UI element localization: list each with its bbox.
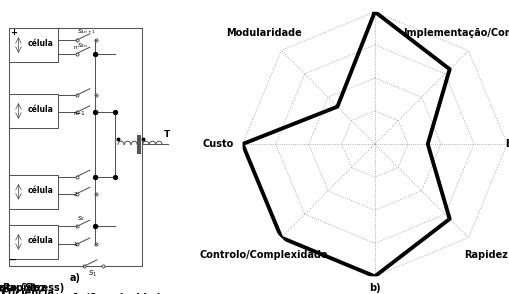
Text: Rapidez: Rapidez xyxy=(3,283,46,293)
Text: 1: 1 xyxy=(74,242,77,247)
Text: n: n xyxy=(74,45,77,50)
Text: Volume: Volume xyxy=(0,293,20,294)
Text: Controlo/Complexidade: Controlo/Complexidade xyxy=(0,283,4,293)
Text: $S_{4n}$: $S_{4n}$ xyxy=(77,41,88,50)
Text: célula: célula xyxy=(27,236,53,245)
Text: n−1: n−1 xyxy=(74,111,85,116)
Text: célula: célula xyxy=(27,186,53,195)
Bar xyxy=(9,28,58,62)
Text: T: T xyxy=(164,130,170,139)
Text: célula: célula xyxy=(27,39,53,48)
Text: $S_{2}$: $S_{2}$ xyxy=(77,214,86,223)
Text: célula: célula xyxy=(27,105,53,114)
Text: Custo: Custo xyxy=(0,288,5,294)
Text: 2: 2 xyxy=(74,192,77,197)
Text: Eficiência: Eficiência xyxy=(2,288,54,294)
Text: Modularidade: Modularidade xyxy=(0,293,6,294)
Text: +: + xyxy=(11,29,17,37)
Text: −: − xyxy=(9,255,17,265)
Bar xyxy=(9,94,58,128)
Text: b): b) xyxy=(369,283,380,293)
Text: Implementação/Complexidade: Implementação/Complexidade xyxy=(1,293,166,294)
Bar xyxy=(9,225,58,259)
Text: $S_1$: $S_1$ xyxy=(88,269,97,279)
Text: a): a) xyxy=(70,273,81,283)
Text: Chaveamento (Stress): Chaveamento (Stress) xyxy=(0,283,64,293)
Text: $S_{4n+1}$: $S_{4n+1}$ xyxy=(77,27,96,36)
Bar xyxy=(9,175,58,209)
